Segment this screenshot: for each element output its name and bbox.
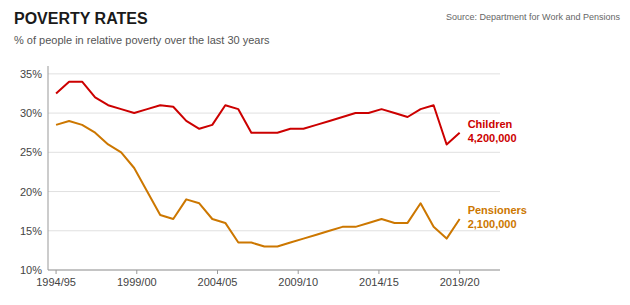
x-tick <box>459 270 460 274</box>
x-tick-label: 2004/05 <box>198 276 238 288</box>
series-line <box>56 121 460 247</box>
y-tick-label: 15% <box>20 225 42 237</box>
grid-line <box>48 113 500 114</box>
x-tick <box>136 270 137 274</box>
subtitle: % of people in relative poverty over the… <box>14 34 270 46</box>
y-tick-label: 20% <box>20 186 42 198</box>
source: Source: Department for Work and Pensions <box>446 12 620 22</box>
x-tick <box>56 270 57 274</box>
x-axis: 1994/95 1999/00 2004/05 2009/10 2014/15 2019/… <box>36 270 500 288</box>
y-axis: 10% 15% 20% 25% 30% 35% <box>20 66 500 276</box>
y-tick-label: 35% <box>20 68 42 80</box>
series-label: Children <box>468 118 513 130</box>
y-tick-label: 25% <box>20 146 42 158</box>
grid-line <box>48 191 500 192</box>
grid-line <box>48 73 500 74</box>
grid-line <box>48 270 500 271</box>
y-tick-label: 10% <box>20 264 42 276</box>
annotation: 2,100,000 <box>468 218 517 230</box>
x-tick-label: 2014/15 <box>359 276 399 288</box>
chart: POVERTY RATES % of people in relative pov… <box>0 0 630 305</box>
x-tick-label: 1994/95 <box>36 276 76 288</box>
x-tick-label: 2009/10 <box>278 276 318 288</box>
y-axis-line <box>48 66 49 270</box>
x-axis-line <box>48 270 500 271</box>
series-label: Pensioners <box>468 204 527 216</box>
grid-line <box>48 152 500 153</box>
y-tick-label: 30% <box>20 107 42 119</box>
x-tick <box>217 270 218 274</box>
x-tick-label: 1999/00 <box>117 276 157 288</box>
title: POVERTY RATES <box>14 10 148 27</box>
annotation: 4,200,000 <box>468 132 517 144</box>
x-tick-label: 2019/20 <box>440 276 480 288</box>
grid-line <box>48 230 500 231</box>
x-tick <box>378 270 379 274</box>
lines <box>56 82 460 247</box>
series-line <box>56 82 460 145</box>
end-labels: Children 4,200,000 Pensioners 2,100,000 <box>468 118 527 230</box>
x-tick <box>298 270 299 274</box>
